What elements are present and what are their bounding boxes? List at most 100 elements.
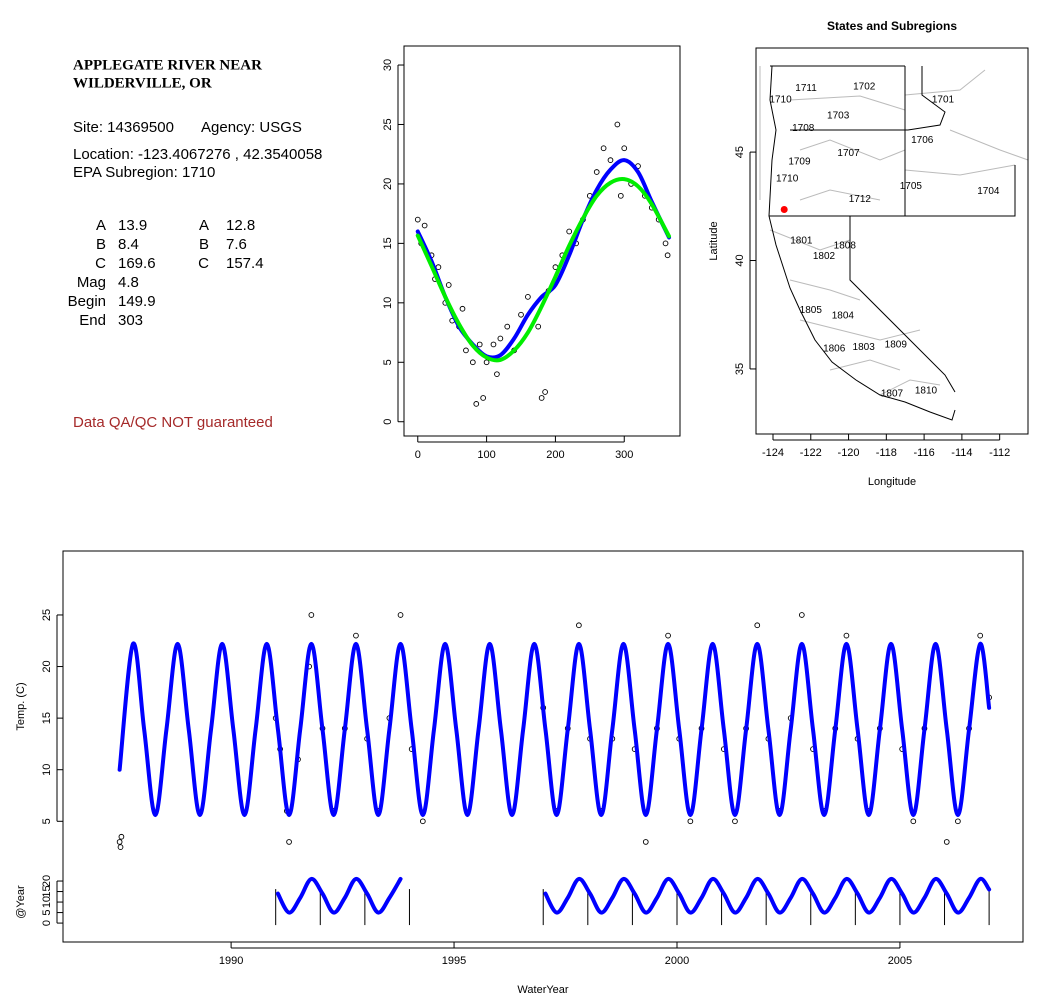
- data-point: [419, 818, 426, 825]
- data-point: [476, 341, 483, 348]
- data-point: [621, 145, 628, 152]
- param-name: B: [199, 236, 209, 253]
- data-point: [798, 612, 805, 618]
- data-point: [566, 228, 573, 235]
- data-point: [525, 294, 531, 300]
- chart-title: States and Subregions: [827, 19, 957, 33]
- data-point: [732, 818, 738, 825]
- region-label: 1805: [800, 305, 823, 316]
- x-tick-label: -114: [951, 447, 972, 459]
- y-tick-label: 10: [382, 297, 394, 309]
- region-label: 1807: [881, 389, 904, 400]
- x-tick-label: 100: [477, 449, 495, 461]
- data-point: [353, 632, 359, 639]
- data-point: [754, 622, 761, 629]
- data-point: [538, 395, 545, 401]
- region-label: 1710: [769, 95, 792, 106]
- x-tick-label: -122: [800, 447, 822, 459]
- param-value: 149.9: [118, 293, 156, 310]
- param-name: A: [96, 217, 106, 234]
- y-tick-label: 10: [41, 896, 53, 908]
- region-label: 1707: [837, 148, 860, 159]
- data-point: [687, 818, 694, 825]
- data-point: [308, 612, 315, 618]
- param-name: B: [96, 236, 106, 253]
- data-point: [542, 389, 548, 395]
- subregion: EPA Subregion: 1710: [73, 164, 215, 181]
- data-point: [459, 305, 466, 312]
- data-point: [483, 359, 490, 366]
- y-tick-label: 15: [41, 885, 53, 897]
- region-label: 1804: [832, 311, 855, 322]
- data-point: [843, 632, 850, 639]
- region-label: 1706: [911, 135, 934, 146]
- data-point: [576, 622, 582, 629]
- x-tick-label: 1995: [442, 955, 466, 967]
- location: Location: -123.4067276 , 42.3540058: [73, 146, 322, 163]
- param-name: C: [95, 255, 106, 272]
- y-tick-label: 0: [382, 419, 394, 425]
- region-label: 1705: [900, 181, 923, 192]
- y-tick-label: 15: [41, 712, 53, 724]
- x-axis-title: Longitude: [868, 476, 916, 488]
- data-point: [414, 216, 421, 223]
- y-tick-label: 5: [41, 910, 53, 916]
- region-label: 1801: [790, 236, 813, 247]
- y-tick-label: 20: [382, 178, 394, 190]
- y-tick-label: 25: [41, 609, 53, 621]
- region-label: 1702: [853, 82, 876, 93]
- region-label: 1704: [977, 186, 1000, 197]
- data-point: [607, 157, 614, 163]
- param-value: 13.9: [118, 217, 147, 234]
- y-tick-label: 15: [382, 237, 394, 249]
- y-axis-title: Latitude: [708, 221, 720, 260]
- plot-frame: [403, 45, 681, 437]
- param-value: 303: [118, 312, 143, 329]
- plot-frame: [755, 47, 1029, 435]
- y-tick-label: 45: [734, 146, 746, 158]
- map-outline: [759, 65, 1029, 421]
- data-point: [642, 839, 649, 845]
- param-value: 8.4: [118, 236, 139, 253]
- y-tick-label: 10: [41, 764, 53, 776]
- y-tick-label: 35: [734, 363, 746, 375]
- data-point: [910, 818, 917, 825]
- region-label: 1712: [849, 194, 872, 205]
- data-point: [397, 612, 404, 618]
- region-label: 1809: [885, 340, 908, 351]
- y-tick-label: 20: [41, 875, 53, 887]
- region-label: 1710: [776, 174, 799, 185]
- y-axis-title: Temp. (C): [15, 682, 27, 730]
- region-label: 1708: [792, 123, 815, 134]
- param-name: Begin: [68, 293, 106, 310]
- data-point: [497, 335, 504, 342]
- data-point: [480, 395, 487, 401]
- data-point: [614, 121, 621, 128]
- data-point: [617, 192, 624, 199]
- x-tick-label: -118: [876, 447, 897, 459]
- param-value: 4.8: [118, 274, 139, 291]
- y-tick-label: 5: [41, 818, 53, 824]
- x-tick-label: 2005: [888, 955, 912, 967]
- x-tick-label: 300: [615, 449, 633, 461]
- region-label: 1808: [834, 241, 857, 252]
- data-point: [473, 401, 480, 407]
- data-point: [445, 282, 452, 288]
- param-value: 7.6: [226, 236, 247, 253]
- param-name: A: [199, 217, 209, 234]
- data-point: [504, 323, 511, 330]
- region-label: 1810: [915, 385, 938, 396]
- data-point: [600, 145, 607, 152]
- region-label: 1701: [932, 95, 955, 106]
- region-label: 1703: [827, 111, 850, 122]
- region-label: 1709: [788, 157, 811, 168]
- data-point: [593, 169, 600, 175]
- x-tick-label: 1990: [219, 955, 243, 967]
- fit-line: [117, 641, 992, 818]
- fit-line: [415, 177, 671, 363]
- x-tick-label: -120: [838, 447, 860, 459]
- data-point: [977, 632, 984, 639]
- param-name: End: [79, 312, 106, 329]
- data-point: [494, 371, 500, 378]
